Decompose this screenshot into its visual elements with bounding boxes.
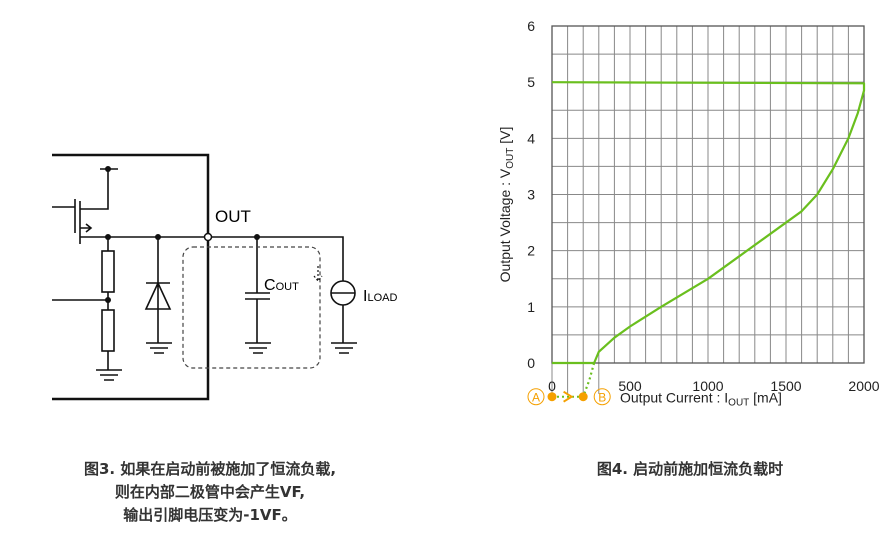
caption-line: 图3. 如果在启动前被施加了恒流负载, (83, 460, 337, 478)
plot-frame (551, 25, 865, 364)
marker-dot (547, 392, 557, 402)
main-wire (80, 236, 344, 281)
ic-boundary (52, 153, 210, 401)
marker-label-circle (527, 388, 545, 406)
y-tick-label: 6 (527, 18, 535, 34)
iload-label: ILOAD (363, 288, 397, 305)
marker-label: A (532, 391, 540, 405)
out-node (203, 232, 213, 242)
series-line (551, 81, 866, 365)
x-tick-label: 0 (548, 378, 556, 394)
marker-label: B (598, 391, 606, 405)
marker-dot (578, 392, 588, 402)
arrow-right-icon (563, 390, 574, 403)
dotted-series-line (582, 362, 596, 398)
capacitor (245, 237, 271, 354)
diode (144, 237, 172, 354)
x-axis-label: Output Current : IOUT [mA] (620, 390, 782, 409)
y-tick-label: 3 (527, 187, 535, 203)
y-tick-label: 2 (527, 243, 535, 259)
y-tick-label: 5 (527, 74, 535, 90)
figure3-caption: 图3. 如果在启动前被施加了恒流负载, 则在内部二极管中会产生VF, 输出引脚电… (60, 458, 360, 527)
x-tick-label: 500 (618, 378, 642, 394)
caption-line: 输出引脚电压变为-1VF。 (123, 506, 297, 524)
x-tick-label: 1000 (692, 378, 723, 394)
x-tick-label: 2000 (848, 378, 879, 394)
y-axis-label: Output Voltage : VOUT [V] (497, 127, 516, 283)
marker-label-circle (593, 388, 611, 406)
y-tick-label: 0 (527, 355, 535, 371)
y-tick-label: 4 (527, 130, 535, 146)
cout-label: COUT (264, 277, 299, 294)
figure4-caption: 图4. 启动前施加恒流负载时 (596, 460, 784, 478)
caption-line: 则在内部二极管中会产生VF, (114, 483, 306, 501)
external-dashed-box (182, 246, 321, 369)
y-tick-label: 1 (527, 299, 535, 315)
out-label: OUT (215, 207, 251, 226)
x-tick-label: 1500 (770, 378, 801, 394)
